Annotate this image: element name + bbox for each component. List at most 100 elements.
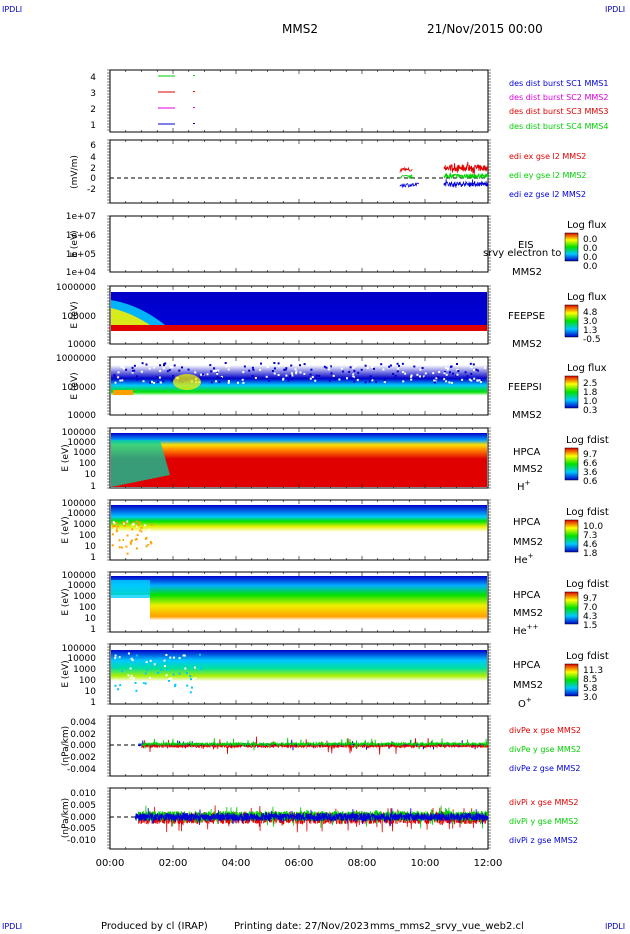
hpca-he2-early-band (111, 580, 150, 598)
colorbar-title: Log fdist (566, 651, 609, 662)
colorbar-tick: 7.0 (583, 603, 598, 613)
hpca-o-speckle-dot (131, 659, 134, 662)
efield-ey-trace (443, 172, 489, 179)
feepsi-speckle-dot (419, 368, 422, 371)
feepsi-speckle-dot (213, 370, 216, 373)
ytick-label: 100000 (62, 499, 97, 509)
feepsi-speckle-dot (469, 362, 472, 365)
feepsi-speckle-dot (202, 373, 205, 376)
hpca-he1-speckle-dot (112, 554, 114, 557)
xtick-label: 00:00 (96, 858, 125, 869)
ytick-label: 1e+06 (66, 231, 97, 241)
hpca-o-speckle-dot (166, 668, 169, 671)
colorbar-tick: 1.8 (583, 549, 598, 559)
divpe-x-trace (141, 736, 489, 755)
ytick-label: 1000 (73, 520, 96, 530)
species-label: srvy electron to (483, 248, 561, 259)
feepsi-speckle-dot (383, 379, 386, 382)
hpca-he1-speckle-dot (112, 521, 115, 524)
hpca-he1-speckle-dot (136, 534, 139, 537)
ytick-label: 0.002 (70, 730, 96, 740)
feepsi-speckle-dot (285, 374, 288, 377)
hpca-o-speckle-dot (157, 671, 160, 674)
feepsi-speckle-dot (478, 379, 481, 382)
hpca-o-speckle-dot (163, 665, 166, 668)
feepsi-speckle-dot (290, 378, 293, 381)
feepsi-speckle-dot (178, 369, 181, 372)
feepsi-speckle-dot (290, 372, 293, 375)
legend-entry: edi ez gse l2 MMS2 (509, 190, 586, 199)
colorbar-title: Log flux (567, 363, 607, 374)
ion-symbol: He (514, 555, 528, 566)
legend-entry: des dist burst SC4 MMS4 (509, 122, 608, 131)
ylabel-hpca-he2: E (eV) (61, 588, 71, 615)
feepsi-speckle-dot (449, 371, 451, 374)
feepsi-speckle-dot (366, 362, 369, 365)
spacecraft-label: MMS2 (513, 680, 543, 691)
feepsi-speckle-dot (394, 374, 397, 377)
feepsi-speckle-dot (410, 375, 413, 378)
hpca-he1-speckle-dot (136, 537, 138, 540)
feepsi-speckle-dot (314, 379, 317, 382)
feepsi-speckle-dot (166, 370, 169, 373)
hpca-o-speckle-dot (189, 691, 192, 694)
feepsi-speckle-dot (416, 373, 419, 376)
panel-hpca-he2: E (eV) 100000 10000 1000 100 10 1 HPCA M… (61, 571, 609, 637)
feepsi-speckle-dot (194, 371, 197, 374)
feepsi-speckle-dot (146, 363, 149, 366)
feepsi-speckle-dot (246, 362, 249, 365)
ion-charge: + (528, 552, 534, 560)
feepsi-speckle-dot (121, 379, 124, 382)
y-ticks-hpca-he1: 100000 10000 1000 100 10 1 (62, 499, 97, 563)
feepsi-speckle-dot (382, 368, 385, 371)
feepsi-speckle-dot (113, 374, 116, 377)
feepsi-speckle-dot (452, 372, 454, 375)
feepsi-speckle-dot (289, 375, 292, 377)
efield-ex-trace (399, 166, 413, 173)
ylabel-hpca-o: E (eV) (61, 660, 71, 687)
hpca-he1-speckle-dot (132, 523, 135, 526)
ytick-label: 100 (79, 603, 96, 613)
ytick-label: 1 (90, 625, 96, 635)
hpca-o-speckle-dot (186, 684, 189, 687)
instrument-label: HPCA (513, 517, 541, 528)
feepsi-speckle-dot (360, 368, 363, 371)
ytick-label: 10000 (67, 654, 96, 664)
ion-label: He+ (514, 552, 534, 566)
feepsi-speckle-dot (273, 362, 276, 364)
colorbar-title: Log fdist (566, 579, 609, 590)
hpca-he1-speckle-dot (122, 521, 125, 523)
ytick-label: 0.000 (70, 813, 96, 823)
feepsi-speckle-dot (220, 375, 223, 378)
instrument-label: HPCA (513, 660, 541, 671)
hpca-o-speckle-dot (133, 687, 136, 689)
ion-charge: + (526, 696, 532, 704)
colorbar-tick: 0.0 (583, 253, 598, 263)
feepsi-speckle-dot (131, 366, 134, 369)
feepsi-speckle-dot (162, 380, 165, 383)
hpca-o-speckle-dot (150, 690, 153, 693)
hpca-o-speckle-dot (175, 690, 178, 693)
hpca-o-speckle-dot (129, 677, 132, 680)
feepsi-speckle-dot (315, 374, 318, 377)
corner-label-top-right: IPDLI (605, 5, 626, 14)
feepsi-speckle-dot (164, 362, 167, 365)
feepsi-speckle-dot (156, 381, 159, 383)
hpca-o-speckle-dot (165, 674, 168, 677)
feepsi-speckle-dot (131, 371, 134, 374)
ytick-label: -0.002 (67, 753, 96, 763)
feepsi-speckle-dot (448, 381, 451, 384)
feepsi-speckle-dot (392, 373, 395, 375)
feepsi-speckle-dot (123, 367, 125, 370)
ytick-label: 100000 (62, 571, 97, 581)
legend-entry: divPe y gse MMS2 (509, 745, 581, 754)
feepsi-speckle-dot (480, 378, 483, 381)
feepsi-speckle-dot (354, 365, 357, 368)
feepsi-speckle-dot (443, 378, 446, 381)
feepsi-speckle-dot (470, 372, 473, 375)
colorbar-title: Log flux (567, 292, 607, 303)
feepsi-speckle-dot (398, 364, 400, 367)
ytick-label: 1 (90, 698, 96, 708)
hpca-o-speckle-dot (144, 682, 147, 685)
